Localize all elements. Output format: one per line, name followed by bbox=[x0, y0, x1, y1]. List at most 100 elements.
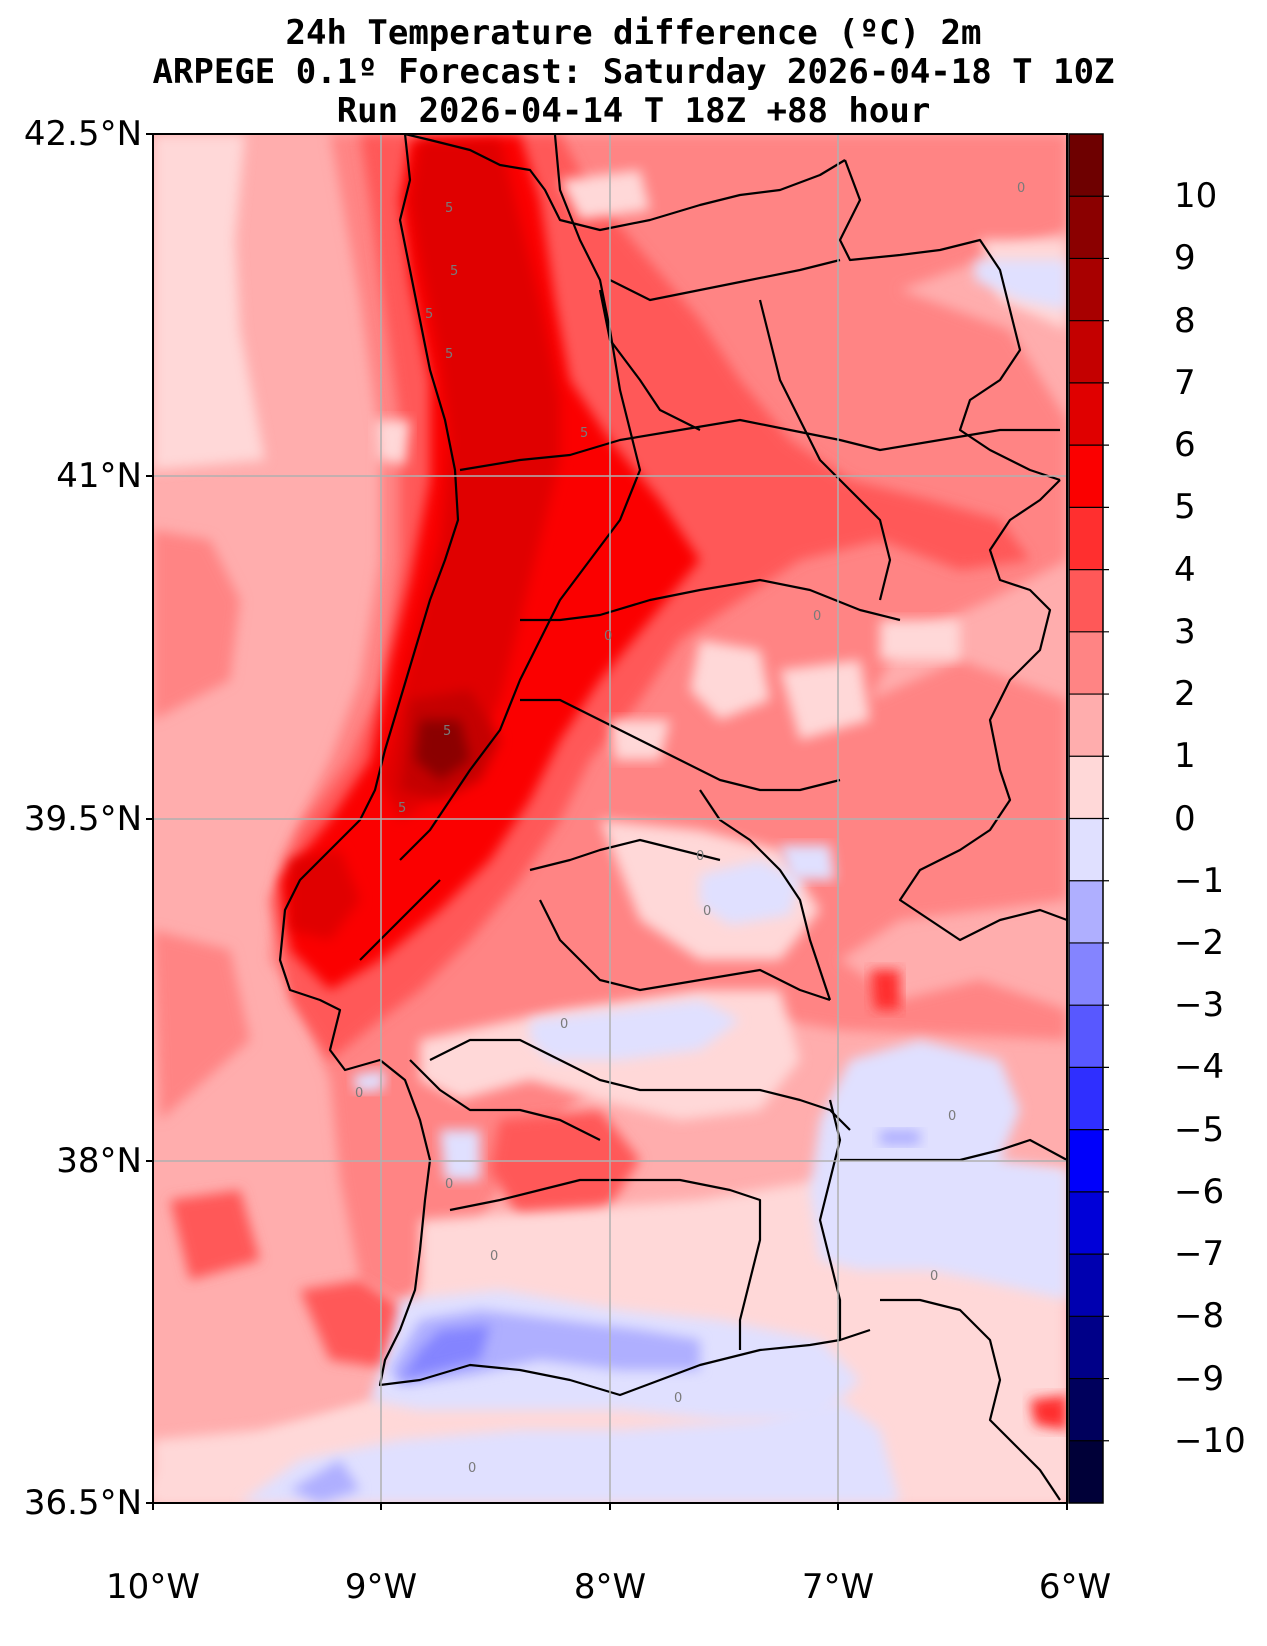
contour-label: 0 bbox=[696, 849, 704, 864]
colorbar-segment bbox=[1069, 1316, 1103, 1380]
colorbar-tick-label: 6 bbox=[1174, 425, 1196, 466]
border-district-a bbox=[399, 134, 642, 861]
border-district-m bbox=[818, 1099, 842, 1340]
coastline bbox=[278, 134, 871, 1397]
field-0-1-patch-a bbox=[690, 640, 770, 720]
field-3-4-sw-ocean bbox=[170, 1190, 260, 1280]
field-7-plus bbox=[415, 720, 470, 780]
contour-label: 0 bbox=[355, 1086, 363, 1101]
colorbar-tick-label: −7 bbox=[1174, 1234, 1225, 1275]
colorbar-segment bbox=[1069, 818, 1103, 882]
colorbar-segment bbox=[1069, 631, 1103, 695]
contour-label: 5 bbox=[425, 307, 433, 322]
colorbar-segment bbox=[1069, 1005, 1103, 1068]
lon-label-6w: 6°W bbox=[1038, 1567, 1112, 1607]
border-spain-east bbox=[898, 479, 1067, 942]
border-district-l bbox=[449, 1178, 762, 1350]
lon-label-9w: 9°W bbox=[344, 1567, 418, 1607]
colorbar-segment bbox=[1069, 880, 1103, 944]
field-2-3-ocean-sw bbox=[153, 930, 250, 1120]
border-district-n bbox=[409, 1059, 601, 1141]
lat-label-41: 41°N bbox=[56, 456, 142, 496]
contour-label: 5 bbox=[450, 264, 458, 279]
field-neg-patch-d bbox=[440, 1130, 480, 1180]
colorbar-segment bbox=[1069, 1440, 1103, 1504]
colorbar-tick-label: −1 bbox=[1174, 860, 1225, 901]
field-2-3-ocean-west bbox=[153, 530, 240, 720]
lat-label-39-5: 39.5°N bbox=[23, 799, 142, 839]
field-neg-1-2-e bbox=[880, 1130, 920, 1145]
field-neg-east bbox=[810, 1040, 1067, 1300]
colorbar-tick-label: 9 bbox=[1174, 238, 1196, 279]
colorbar-segment bbox=[1069, 942, 1103, 1006]
contour-label: 0 bbox=[604, 629, 612, 644]
lon-label-10w: 10°W bbox=[106, 1567, 200, 1607]
field-0-1-ocean-north bbox=[153, 134, 265, 470]
contour-label: 5 bbox=[445, 347, 453, 362]
border-district-d bbox=[609, 258, 841, 302]
colorbar-segment bbox=[1069, 1254, 1103, 1317]
colorbar-segment bbox=[1069, 1067, 1103, 1131]
title-line-1: 24h Temperature difference (ºC) 2m bbox=[285, 13, 982, 53]
border-estuary bbox=[359, 879, 441, 961]
contour-label: 0 bbox=[1017, 181, 1025, 196]
colorbar-segment bbox=[1069, 258, 1103, 322]
field-neg-patch-b bbox=[780, 845, 835, 880]
colorbar-segment bbox=[1069, 134, 1103, 197]
field-0-1-coastal bbox=[375, 420, 410, 465]
colorbar-tick-label: −8 bbox=[1174, 1296, 1225, 1337]
coastline-and-borders bbox=[278, 134, 1067, 1501]
colorbar-segment bbox=[1069, 1191, 1103, 1255]
contour-label: 5 bbox=[580, 426, 588, 441]
colorbar-tick-label: 3 bbox=[1174, 611, 1196, 652]
colorbar-tick-label: 7 bbox=[1174, 362, 1196, 403]
colorbar-segment bbox=[1069, 569, 1103, 633]
colorbar-segment bbox=[1069, 694, 1103, 757]
colorbar-segment bbox=[1069, 196, 1103, 259]
colorbar-segment bbox=[1069, 507, 1103, 571]
colorbar-segment bbox=[1069, 320, 1103, 384]
colorbar-tick-label: 1 bbox=[1174, 736, 1196, 777]
contour-label: 0 bbox=[560, 1017, 568, 1032]
field-neg-patch-c bbox=[530, 1000, 740, 1060]
border-spain-south bbox=[840, 1138, 1067, 1162]
border-galicia bbox=[404, 134, 846, 232]
graticule bbox=[153, 134, 1067, 1503]
field-0-1-patch-b bbox=[780, 660, 870, 740]
contour-labels: 5 5 5 5 5 5 5 0 0 0 0 0 0 0 0 0 0 0 0 0 bbox=[355, 181, 1025, 1476]
border-district-f bbox=[598, 289, 701, 431]
field-neg-2-3 bbox=[400, 1325, 490, 1380]
border-district-k bbox=[429, 1038, 851, 1131]
lon-label-7w: 7°W bbox=[801, 1567, 875, 1607]
contour-label: 0 bbox=[948, 1109, 956, 1124]
contour-label: 0 bbox=[703, 904, 711, 919]
title-line-3: Run 2026-04-14 T 18Z +88 hour bbox=[336, 91, 931, 131]
border-district-i bbox=[529, 838, 721, 872]
contour-label: 0 bbox=[813, 609, 821, 624]
colorbar-tick-label: 4 bbox=[1174, 549, 1196, 590]
colorbar bbox=[1068, 133, 1109, 1504]
border-district-g bbox=[520, 698, 841, 792]
colorbar-tick-label: −10 bbox=[1174, 1420, 1246, 1461]
colorbar-tick-label: 2 bbox=[1174, 674, 1196, 715]
field-hot-se bbox=[1030, 1395, 1067, 1430]
colorbar-tick-label: −3 bbox=[1174, 985, 1225, 1026]
field-neg-patch-e bbox=[353, 1070, 385, 1092]
contour-label: 0 bbox=[445, 1177, 453, 1192]
field-5-6 bbox=[380, 140, 560, 820]
lat-label-36-5: 36.5°N bbox=[23, 1483, 142, 1523]
colorbar-segment bbox=[1069, 1129, 1103, 1193]
axis-ticks bbox=[146, 133, 1068, 1510]
field-neg-patch-a bbox=[700, 860, 800, 925]
colorbar-tick-label: 5 bbox=[1174, 487, 1196, 528]
contour-label: 5 bbox=[398, 801, 406, 816]
field-neg-south-ocean bbox=[240, 1400, 900, 1503]
lat-label-42-5: 42.5°N bbox=[23, 114, 142, 154]
border-district-h bbox=[699, 789, 832, 1001]
contour-label: 0 bbox=[930, 1269, 938, 1284]
colorbar-tick-label: 0 bbox=[1174, 798, 1196, 839]
field-neg-1-2-sw bbox=[290, 1460, 360, 1503]
colorbar-tick-label: 8 bbox=[1174, 300, 1196, 341]
contour-label: 0 bbox=[490, 1249, 498, 1264]
